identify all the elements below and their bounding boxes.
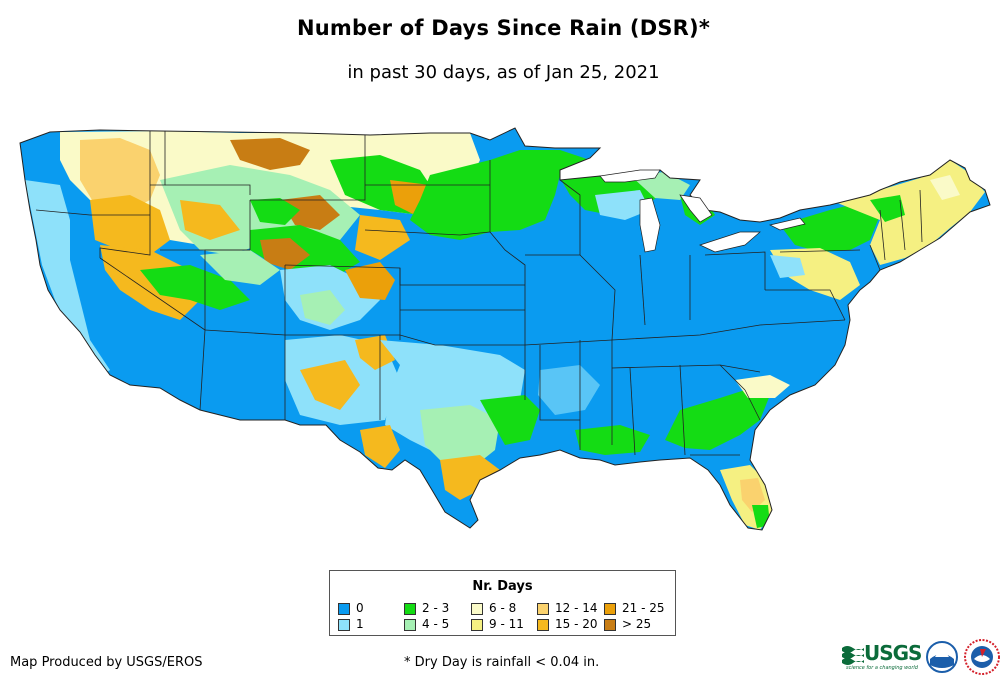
legend-label: 9 - 11 (489, 617, 524, 631)
legend-label: 6 - 8 (489, 601, 517, 615)
legend-label: 15 - 20 (555, 617, 598, 631)
us-dsr-map (19, 127, 991, 531)
legend-label: 21 - 25 (622, 601, 665, 615)
legend-label: > 25 (622, 617, 652, 631)
legend-swatch (604, 603, 616, 615)
legend-swatch (471, 619, 483, 631)
legend-title: Nr. Days (472, 579, 533, 594)
legend-swatch (338, 603, 350, 615)
usgs-logo-icon (842, 646, 864, 665)
legend-label: 1 (356, 617, 364, 631)
agency-logos: USGS science for a changing world (842, 638, 1002, 678)
legend-label: 4 - 5 (422, 617, 450, 631)
legend: Nr. Days 0 1 2 - 3 4 - 5 6 - 8 9 - 11 12… (329, 570, 676, 636)
legend-swatch (338, 619, 350, 631)
legend-label: 0 (356, 601, 364, 615)
nws-logo-icon (964, 639, 1000, 675)
dry-day-footnote: * Dry Day is rainfall < 0.04 in. (404, 655, 600, 670)
legend-label: 2 - 3 (422, 601, 450, 615)
usgs-logo-tagline: science for a changing world (846, 665, 918, 671)
map-subtitle: in past 30 days, as of Jan 25, 2021 (347, 62, 660, 83)
noaa-logo-icon (926, 641, 958, 673)
legend-swatch (404, 619, 416, 631)
map-title: Number of Days Since Rain (DSR)* (296, 16, 711, 40)
legend-swatch (471, 603, 483, 615)
legend-swatch (404, 603, 416, 615)
map-credit: Map Produced by USGS/EROS (10, 655, 203, 670)
legend-swatch (537, 603, 549, 615)
legend-swatch (537, 619, 549, 631)
usgs-logo-text: USGS (864, 641, 922, 665)
legend-swatch (604, 619, 616, 631)
legend-label: 12 - 14 (555, 601, 598, 615)
